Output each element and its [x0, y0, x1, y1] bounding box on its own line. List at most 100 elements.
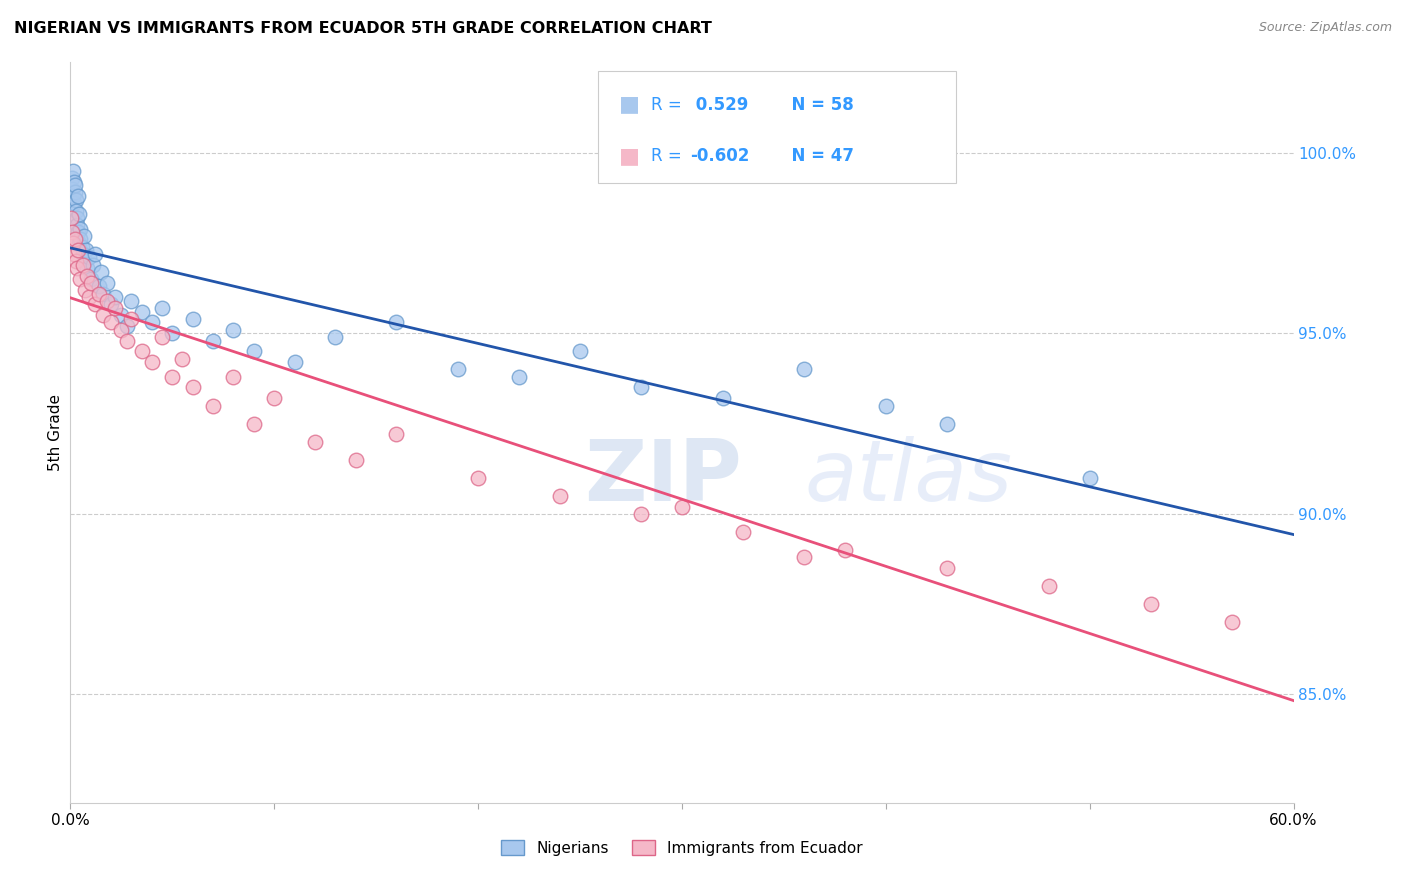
Point — [141, 355, 163, 369]
Point — [1220, 615, 1243, 630]
Point — [67, 235, 90, 250]
Point — [875, 399, 897, 413]
Point — [467, 471, 489, 485]
Point — [243, 344, 266, 359]
Point — [96, 276, 118, 290]
Point — [76, 268, 98, 283]
Point — [172, 351, 194, 366]
Text: 0.529: 0.529 — [690, 95, 749, 113]
Point — [83, 247, 105, 261]
Point — [65, 193, 87, 207]
Point — [87, 279, 110, 293]
Point — [222, 369, 245, 384]
Text: atlas: atlas — [804, 435, 1012, 518]
Point — [100, 297, 122, 311]
Point — [104, 290, 127, 304]
Point — [69, 272, 91, 286]
Point — [77, 251, 100, 265]
Point — [131, 304, 153, 318]
Point — [150, 301, 173, 315]
Point — [90, 265, 112, 279]
Point — [141, 316, 163, 330]
Point — [79, 272, 103, 286]
Point — [181, 380, 204, 394]
Point — [121, 311, 143, 326]
Point — [181, 311, 204, 326]
Text: Source: ZipAtlas.com: Source: ZipAtlas.com — [1258, 21, 1392, 34]
Point — [834, 543, 856, 558]
Point — [73, 254, 96, 268]
Point — [711, 392, 734, 406]
Point — [936, 417, 959, 431]
Point — [793, 362, 815, 376]
Point — [60, 211, 83, 225]
Point — [222, 323, 245, 337]
Point — [63, 186, 86, 200]
Point — [1038, 579, 1060, 593]
Point — [121, 293, 143, 308]
Point — [62, 189, 84, 203]
Point — [508, 369, 530, 384]
Text: NIGERIAN VS IMMIGRANTS FROM ECUADOR 5TH GRADE CORRELATION CHART: NIGERIAN VS IMMIGRANTS FROM ECUADOR 5TH … — [14, 21, 711, 36]
Point — [630, 380, 652, 394]
Point — [936, 561, 959, 575]
Point — [69, 207, 91, 221]
Text: ■: ■ — [619, 145, 640, 166]
Point — [671, 500, 693, 514]
Text: N = 58: N = 58 — [780, 95, 853, 113]
Point — [731, 524, 754, 539]
Point — [65, 232, 87, 246]
Point — [63, 247, 86, 261]
Point — [344, 452, 367, 467]
Point — [70, 239, 93, 253]
Point — [243, 417, 266, 431]
Point — [60, 225, 83, 239]
Point — [66, 218, 89, 232]
Point — [60, 200, 83, 214]
Point — [131, 344, 153, 359]
Point — [60, 171, 83, 186]
Point — [91, 286, 114, 301]
Point — [67, 225, 90, 239]
Point — [65, 178, 87, 193]
Point — [323, 330, 347, 344]
Point — [548, 489, 571, 503]
Text: ZIP: ZIP — [583, 435, 742, 518]
Point — [202, 399, 225, 413]
Point — [65, 254, 87, 268]
Point — [630, 507, 652, 521]
Point — [117, 334, 139, 348]
Point — [62, 163, 84, 178]
Point — [75, 244, 97, 258]
Point — [110, 308, 132, 322]
Point — [72, 228, 94, 243]
Point — [117, 319, 139, 334]
Point — [150, 330, 173, 344]
Y-axis label: 5th Grade: 5th Grade — [48, 394, 63, 471]
Point — [69, 232, 91, 246]
Point — [100, 316, 122, 330]
Point — [63, 175, 86, 189]
Text: ■: ■ — [619, 95, 640, 114]
Point — [83, 297, 105, 311]
Point — [162, 326, 183, 341]
Point — [87, 286, 110, 301]
Point — [1139, 597, 1161, 611]
Point — [66, 211, 89, 225]
Point — [162, 369, 183, 384]
Point — [76, 261, 98, 276]
Point — [96, 293, 118, 308]
Point — [67, 189, 90, 203]
Point — [104, 301, 127, 315]
Point — [447, 362, 470, 376]
Point — [385, 316, 408, 330]
Legend: Nigerians, Immigrants from Ecuador: Nigerians, Immigrants from Ecuador — [495, 834, 869, 862]
Point — [73, 283, 96, 297]
Point — [91, 308, 114, 322]
Point — [69, 221, 91, 235]
Point — [385, 427, 408, 442]
Text: -0.602: -0.602 — [690, 147, 749, 165]
Point — [110, 323, 132, 337]
Point — [66, 261, 89, 276]
Point — [77, 290, 100, 304]
